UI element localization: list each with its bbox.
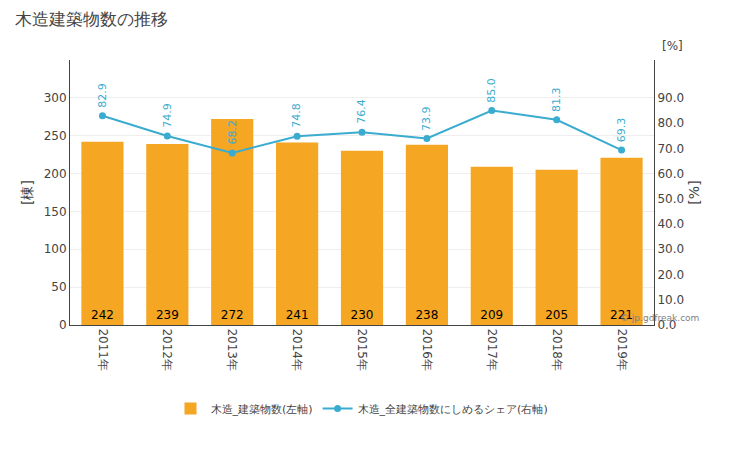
- svg-text:50.0: 50.0: [657, 192, 684, 206]
- svg-text:73.9: 73.9: [420, 106, 433, 130]
- svg-text:250: 250: [44, 129, 67, 143]
- svg-text:2013年: 2013年: [225, 328, 239, 371]
- svg-text:200: 200: [44, 167, 67, 181]
- svg-text:木造_建築物数(左軸): 木造_建築物数(左軸): [211, 403, 313, 416]
- svg-text:2015年: 2015年: [355, 328, 369, 371]
- svg-text:230: 230: [351, 308, 374, 322]
- svg-text:100: 100: [44, 242, 67, 256]
- svg-text:238: 238: [415, 308, 438, 322]
- svg-text:90.0: 90.0: [657, 91, 684, 105]
- svg-text:2014年: 2014年: [290, 328, 304, 371]
- svg-text:272: 272: [221, 308, 244, 322]
- svg-text:81.3: 81.3: [550, 87, 563, 112]
- svg-text:2019年: 2019年: [615, 328, 629, 371]
- svg-text:50: 50: [51, 280, 66, 294]
- svg-text:205: 205: [545, 308, 568, 322]
- svg-text:242: 242: [91, 308, 114, 322]
- svg-text:20.0: 20.0: [657, 268, 684, 282]
- svg-text:0: 0: [59, 318, 67, 332]
- svg-text:300: 300: [44, 91, 67, 105]
- svg-text:[%]: [%]: [662, 39, 683, 53]
- svg-text:60.0: 60.0: [657, 167, 684, 181]
- svg-text:150: 150: [44, 205, 67, 219]
- svg-text:70.0: 70.0: [657, 142, 684, 156]
- svg-text:© jp.gdfreak.com: © jp.gdfreak.com: [620, 313, 699, 323]
- svg-text:2016年: 2016年: [420, 328, 434, 371]
- svg-text:0.0: 0.0: [657, 318, 676, 332]
- svg-text:76.4: 76.4: [355, 99, 368, 124]
- svg-text:2017年: 2017年: [485, 328, 499, 371]
- svg-text:69.3: 69.3: [615, 118, 628, 143]
- svg-text:80.0: 80.0: [657, 116, 684, 130]
- svg-text:2018年: 2018年: [550, 328, 564, 371]
- svg-text:68.2: 68.2: [226, 120, 239, 145]
- svg-text:2011年: 2011年: [96, 328, 110, 371]
- svg-text:85.0: 85.0: [485, 78, 498, 103]
- svg-text:30.0: 30.0: [657, 242, 684, 256]
- svg-text:241: 241: [286, 308, 309, 322]
- svg-text:2012年: 2012年: [160, 328, 174, 371]
- svg-text:10.0: 10.0: [657, 293, 684, 307]
- svg-text:[%]: [%]: [686, 180, 702, 204]
- svg-text:木造_全建築物数にしめるシェア(右軸): 木造_全建築物数にしめるシェア(右軸): [358, 403, 548, 416]
- svg-text:[棟]: [棟]: [19, 180, 35, 205]
- svg-text:209: 209: [480, 308, 503, 322]
- svg-text:74.8: 74.8: [290, 103, 303, 128]
- svg-text:74.9: 74.9: [161, 103, 174, 128]
- svg-text:木造建築物数の推移: 木造建築物数の推移: [15, 9, 168, 29]
- svg-text:221: 221: [610, 308, 633, 322]
- svg-text:239: 239: [156, 308, 179, 322]
- svg-text:40.0: 40.0: [657, 217, 684, 231]
- svg-text:82.9: 82.9: [96, 83, 109, 108]
